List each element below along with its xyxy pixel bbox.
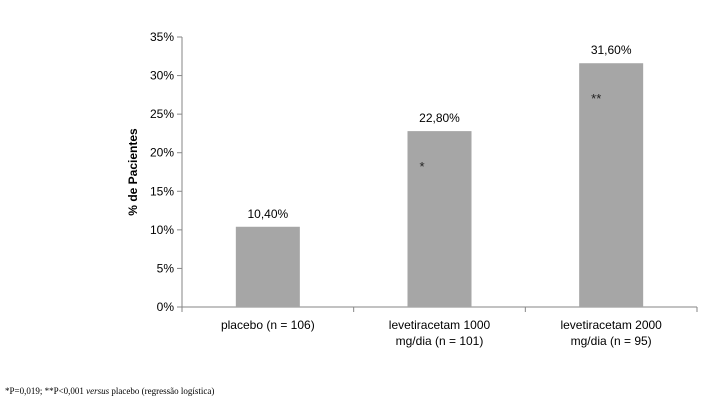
bars bbox=[235, 63, 644, 307]
category-label: levetiracetam 1000 bbox=[389, 318, 491, 332]
category-label: mg/dia (n = 101) bbox=[396, 334, 484, 348]
data-label: 10,40% bbox=[247, 207, 288, 221]
footnote-suffix: placebo (regressão logística) bbox=[109, 386, 215, 396]
x-axis: placebo (n = 106) levetiracetam 1000 mg/di… bbox=[181, 306, 698, 348]
category-label: placebo (n = 106) bbox=[221, 318, 315, 332]
significance-mark: ** bbox=[591, 91, 601, 106]
bar bbox=[579, 63, 644, 307]
y-tick-label: 0% bbox=[157, 300, 175, 314]
significance-mark: * bbox=[420, 159, 425, 174]
y-tick-label: 20% bbox=[150, 146, 174, 160]
y-tick-label: 5% bbox=[157, 261, 175, 275]
y-axis: 0% 5% 10% 15% 20% 25% 30% 35% bbox=[150, 30, 183, 314]
y-tick-label: 35% bbox=[150, 30, 174, 44]
category-label: mg/dia (n = 95) bbox=[571, 334, 652, 348]
y-tick-label: 30% bbox=[150, 69, 174, 83]
y-tick-label: 25% bbox=[150, 107, 174, 121]
bar bbox=[235, 226, 300, 307]
data-label: 22,80% bbox=[419, 111, 460, 125]
y-axis-title: % de Pacientes bbox=[126, 128, 140, 216]
footnote-prefix: *P=0,019; **P<0,001 bbox=[5, 386, 87, 396]
y-tick-label: 15% bbox=[150, 184, 174, 198]
bar-chart: 0% 5% 10% 15% 20% 25% 30% 35% placebo (n = 106)… bbox=[126, 30, 698, 348]
bar bbox=[407, 131, 472, 307]
data-labels: 10,40% 22,80% * 31,60% ** bbox=[247, 43, 631, 221]
category-label: levetiracetam 2000 bbox=[560, 318, 662, 332]
footnote: *P=0,019; **P<0,001 versus placebo (regr… bbox=[5, 386, 214, 396]
y-tick-label: 10% bbox=[150, 223, 174, 237]
data-label: 31,60% bbox=[591, 43, 632, 57]
footnote-italic: versus bbox=[86, 386, 110, 396]
